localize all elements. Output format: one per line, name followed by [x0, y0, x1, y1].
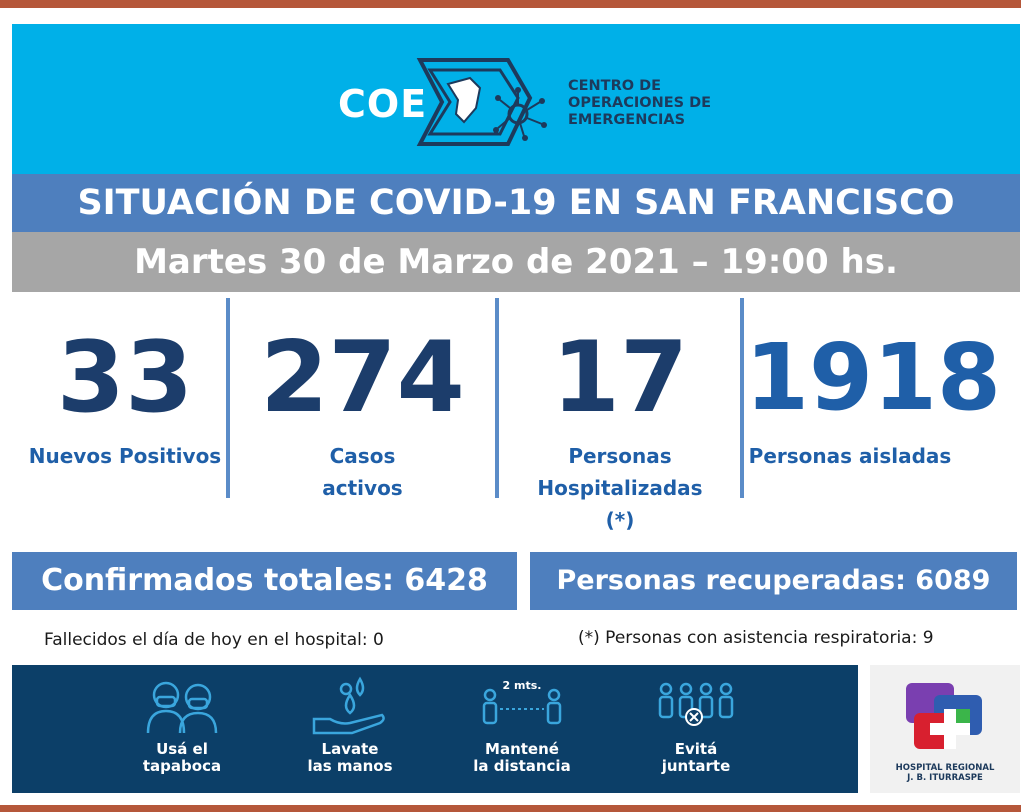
deaths-note: Fallecidos el día de hoy en el hospital:…: [44, 630, 384, 650]
tip-distance: 2 mts. Mantené la distancia: [442, 665, 602, 793]
stat-isolated-label: Personas aisladas: [745, 440, 955, 472]
coe-line: OPERACIONES DE: [568, 95, 712, 111]
tip-label-line: Mantené: [485, 740, 559, 758]
handwash-icon: [312, 676, 385, 735]
tip-label: Evitá juntarte: [616, 741, 776, 775]
tip-label-line: Evitá: [674, 740, 718, 758]
hospital-logo: HOSPITAL REGIONAL J. B. ITURRASPE: [870, 665, 1020, 793]
tip-label-line: Lavate: [321, 740, 379, 758]
tip-label-line: las manos: [307, 757, 393, 775]
tip-label-line: tapaboca: [142, 757, 222, 775]
recovered-total: Personas recuperadas: 6089: [530, 552, 1017, 610]
report-date: Martes 30 de Marzo de 2021 – 19:00 hs.: [12, 232, 1020, 292]
respiratory-note: (*) Personas con asistencia respiratoria…: [578, 628, 934, 648]
stat-divider: [740, 298, 744, 498]
coe-full-name: CENTRO DE OPERACIONES DE EMERGENCIAS: [568, 78, 711, 129]
stat-label-line: activos: [322, 476, 403, 500]
tip-label-line: Usá el: [156, 740, 208, 758]
stat-isolated-value: 1918: [745, 324, 1002, 431]
mask-icon: [146, 681, 218, 734]
stat-new-positives-value: 33: [56, 321, 194, 435]
tip-handwash: Lavate las manos: [270, 665, 430, 793]
stat-active-cases-label: Casos activos: [235, 440, 490, 504]
stat-label-line: Casos: [329, 444, 396, 468]
stat-active-cases-value: 274: [260, 321, 465, 435]
hospital-name-line: J. B. ITURRASPE: [907, 773, 983, 783]
hospital-cross-icon: [906, 683, 982, 749]
stat-label-line: Personas: [568, 444, 672, 468]
stat-hospitalized-label: Personas Hospitalizadas (*): [505, 440, 735, 536]
stat-label-line: Nuevos Positivos: [28, 444, 222, 468]
hospital-name: HOSPITAL REGIONAL J. B. ITURRASPE: [870, 763, 1020, 783]
tip-label-line: la distancia: [473, 757, 571, 775]
distance-text: 2 mts.: [503, 679, 542, 692]
confirmed-total: Confirmados totales: 6428: [12, 552, 517, 610]
hospital-name-line: HOSPITAL REGIONAL: [895, 763, 995, 773]
coe-acronym: COE: [338, 82, 428, 126]
distance-icon: 2 mts.: [482, 679, 562, 725]
stat-hospitalized-value: 17: [551, 321, 689, 435]
bottom-frame: [0, 805, 1021, 812]
tip-label: Lavate las manos: [270, 741, 430, 775]
stat-label-line: (*): [605, 508, 635, 532]
coe-logo: COE CENTRO DE OPERACIONES DE EMERGENCIAS: [330, 48, 770, 158]
no-gathering-icon: [658, 682, 734, 726]
stat-divider: [495, 298, 499, 498]
coe-line: EMERGENCIAS: [568, 112, 686, 128]
report-title: SITUACIÓN DE COVID-19 EN SAN FRANCISCO: [12, 174, 1020, 232]
tip-mask: Usá el tapaboca: [102, 665, 262, 793]
tip-no-gathering: Evitá juntarte: [616, 665, 776, 793]
tip-label-line: juntarte: [661, 757, 731, 775]
stat-new-positives-label: Nuevos Positivos: [20, 440, 230, 472]
prevention-tips: Usá el tapaboca Lavate las manos 2 mts. …: [12, 665, 858, 793]
stat-label-line: Hospitalizadas: [537, 476, 703, 500]
tip-label: Mantené la distancia: [442, 741, 602, 775]
coe-emblem-icon: [416, 58, 547, 146]
stat-divider: [226, 298, 230, 498]
top-frame: [0, 0, 1021, 8]
tip-label: Usá el tapaboca: [102, 741, 262, 775]
coe-line: CENTRO DE: [568, 78, 662, 94]
stat-label-line: Personas aisladas: [748, 444, 952, 468]
